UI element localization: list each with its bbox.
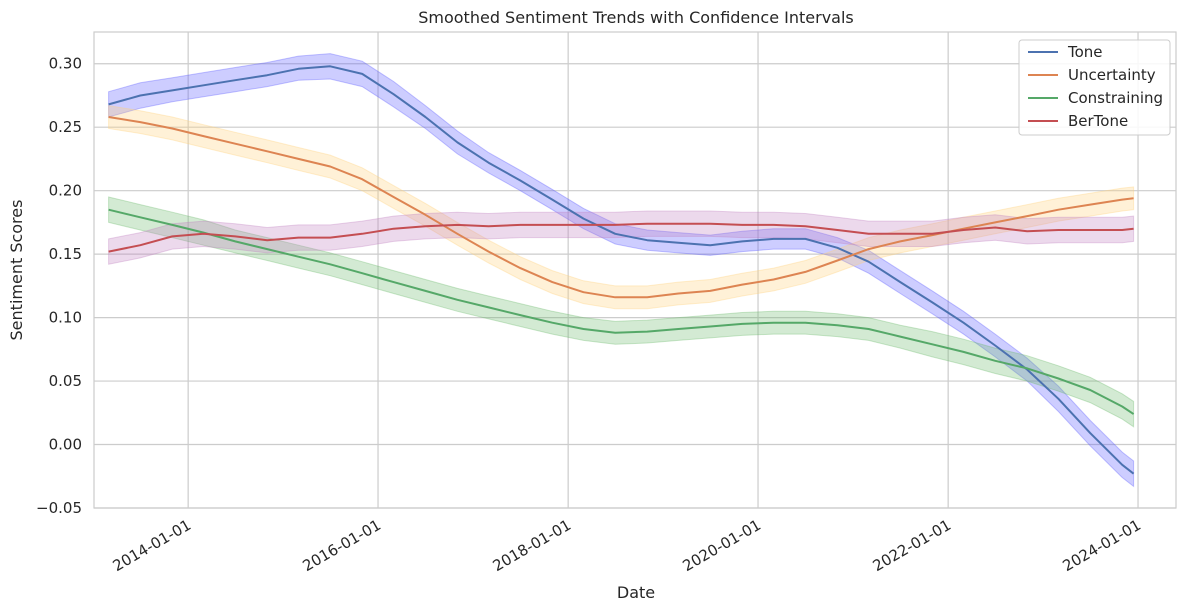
y-tick-label: −0.05: [36, 499, 82, 517]
x-tick-label: 2022-01-01: [870, 516, 955, 575]
confidence-band: [108, 105, 1135, 310]
y-tick-label: 0.15: [49, 245, 82, 263]
y-tick-label: 0.30: [49, 55, 82, 73]
confidence-band: [108, 210, 1135, 265]
grid-lines: [94, 32, 1176, 509]
x-tick-label: 2014-01-01: [110, 516, 195, 575]
legend-label: Constraining: [1068, 89, 1163, 107]
x-tick-label: 2018-01-01: [490, 516, 575, 575]
y-axis-ticks: −0.05 0.00 0.05 0.10 0.15 0.20 0.25 0.30: [36, 55, 82, 517]
y-tick-label: 0.10: [49, 309, 82, 327]
y-tick-label: 0.20: [49, 182, 82, 200]
legend-label: BerTone: [1068, 112, 1128, 130]
chart-title: Smoothed Sentiment Trends with Confidenc…: [418, 8, 854, 27]
legend: Tone Uncertainty Constraining BerTone: [1018, 39, 1171, 136]
legend-label: Uncertainty: [1068, 66, 1156, 84]
series-line: [108, 116, 1134, 299]
x-axis-title: Date: [617, 583, 655, 602]
series-line: [108, 208, 1135, 415]
y-tick-label: 0.25: [49, 118, 82, 136]
x-tick-label: 2016-01-01: [300, 516, 385, 575]
legend-label: Tone: [1067, 43, 1103, 61]
y-axis-title: Sentiment Scores: [7, 200, 26, 341]
y-tick-label: 0.00: [49, 436, 82, 454]
confidence-band: [108, 196, 1135, 428]
series-lines: [108, 65, 1135, 475]
legend-box: [1018, 39, 1171, 136]
series-line: [108, 65, 1135, 475]
plot-area: [93, 31, 1177, 509]
confidence-band: [108, 53, 1135, 488]
x-axis-ticks: 2014-01-01 2016-01-01 2018-01-01 2020-01-01…: [110, 516, 1144, 575]
confidence-bands: [108, 53, 1135, 488]
y-tick-label: 0.05: [49, 372, 82, 390]
x-tick-label: 2020-01-01: [680, 516, 765, 575]
x-tick-label: 2024-01-01: [1060, 516, 1145, 575]
series-line: [108, 222, 1134, 253]
